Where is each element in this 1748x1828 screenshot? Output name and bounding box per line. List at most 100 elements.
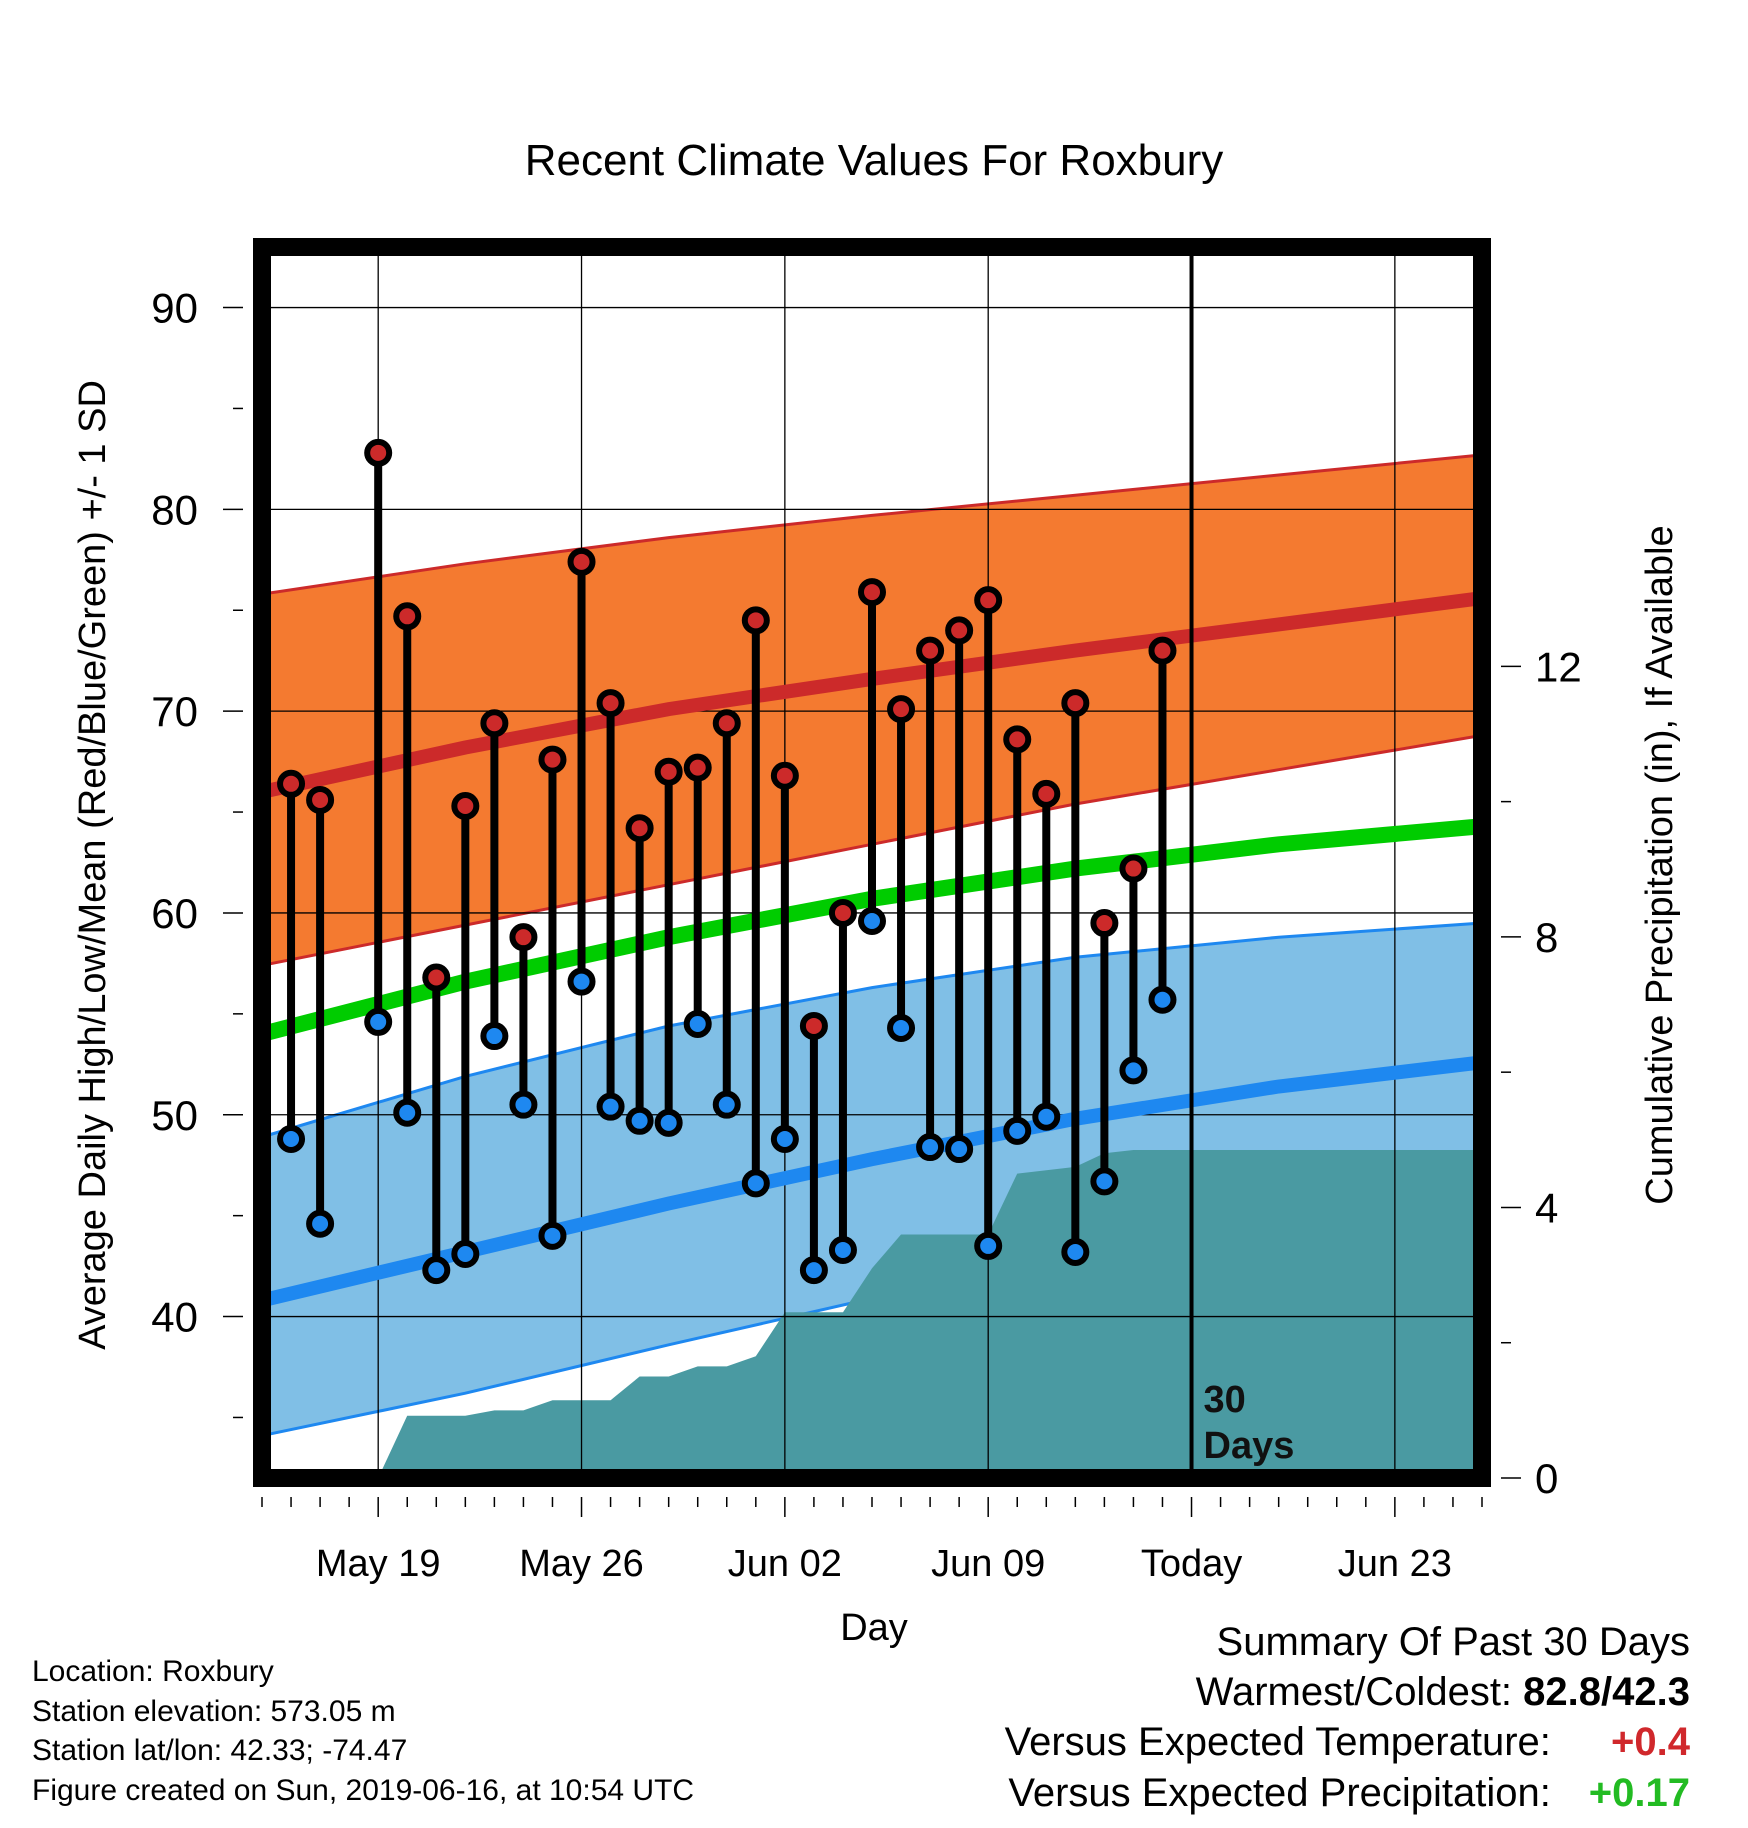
observed-low-point — [1032, 1102, 1061, 1131]
summary-temperature: Versus Expected Temperature: +0.4 — [1005, 1720, 1690, 1765]
observed-low-point — [799, 1256, 828, 1285]
observed-low-point — [364, 1007, 393, 1036]
observed-high-point — [1090, 909, 1119, 938]
x-tick-label: Jun 23 — [1338, 1543, 1452, 1585]
observed-high-point — [712, 709, 741, 738]
observed-high-point — [393, 602, 422, 631]
observed-high-point — [945, 616, 974, 645]
observed-low-point — [393, 1098, 422, 1127]
observed-low-point — [1061, 1237, 1090, 1266]
today-label-days-count: 30 — [1204, 1379, 1246, 1421]
observed-high-point — [654, 757, 683, 786]
observed-high-point — [538, 745, 567, 774]
y-tick-label: 90 — [151, 285, 198, 332]
observed-high-point — [451, 791, 480, 820]
x-tick-label: Jun 02 — [728, 1543, 842, 1585]
observed-low-point — [422, 1256, 451, 1285]
y-axis-label: Average Daily High/Low/Mean (Red/Blue/Gr… — [72, 380, 114, 1350]
observed-high-point — [770, 761, 799, 790]
y-tick-label: 60 — [151, 890, 198, 937]
y-tick-label: 70 — [151, 688, 198, 735]
today-label-days: Days — [1204, 1425, 1295, 1467]
y2-tick-label: 8 — [1535, 914, 1558, 961]
precip-deviation-label: Versus Expected Precipitation: — [1008, 1771, 1551, 1815]
summary-warm-cold: Warmest/Coldest: 82.8/42.3 — [1196, 1670, 1690, 1715]
station-latlon: Station lat/lon: 42.33; -74.47 — [32, 1734, 408, 1767]
observed-low-point — [828, 1235, 857, 1264]
x-axis-label: Day — [840, 1607, 908, 1649]
observed-low-point — [538, 1221, 567, 1250]
observed-low-point — [858, 907, 886, 936]
observed-high-point — [1148, 636, 1177, 665]
observed-low-point — [770, 1124, 799, 1153]
observed-high-point — [567, 547, 596, 576]
plot-frame — [253, 238, 1491, 1487]
figure-created: Figure created on Sun, 2019-06-16, at 10… — [32, 1774, 695, 1807]
y2-tick-label: 12 — [1535, 643, 1582, 690]
chart-title: Recent Climate Values For Roxbury — [525, 136, 1224, 185]
station-location: Location: Roxbury — [32, 1655, 274, 1688]
observed-low-point — [974, 1231, 1003, 1260]
station-elevation: Station elevation: 573.05 m — [32, 1695, 396, 1728]
observed-low-point — [596, 1092, 625, 1121]
x-tick-label: May 26 — [519, 1543, 644, 1585]
observed-low-point — [625, 1106, 654, 1135]
observed-low-point — [712, 1090, 741, 1119]
precip-deviation-value: +0.17 — [1588, 1771, 1690, 1815]
observed-high-point — [1119, 854, 1148, 883]
observed-low-point — [1090, 1167, 1119, 1196]
y-tick-label: 40 — [151, 1294, 198, 1341]
warm-cold-value: 82.8/42.3 — [1523, 1670, 1690, 1714]
observed-low-point — [1119, 1056, 1148, 1085]
x-tick-label: May 19 — [316, 1543, 441, 1585]
observed-high-point — [1003, 725, 1032, 754]
observed-high-point — [887, 695, 916, 724]
warm-cold-label: Warmest/Coldest: — [1195, 1670, 1513, 1714]
observed-high-point — [799, 1011, 828, 1040]
observed-low-point — [654, 1108, 683, 1137]
observed-high-point — [1032, 779, 1061, 808]
observed-high-point — [683, 753, 712, 782]
temp-deviation-value: +0.4 — [1611, 1720, 1690, 1764]
observed-high-point — [277, 769, 306, 798]
y-tick-label: 80 — [151, 486, 198, 533]
observed-low-point — [306, 1209, 335, 1238]
y2-tick-label: 0 — [1535, 1455, 1558, 1502]
observed-high-point — [974, 586, 1003, 615]
observed-low-point — [683, 1009, 712, 1038]
observed-high-point — [741, 606, 770, 635]
observed-low-point — [916, 1133, 945, 1162]
low-normal-band — [262, 921, 1482, 1438]
observed-high-point — [596, 689, 625, 718]
summary-title: Summary Of Past 30 Days — [1216, 1620, 1690, 1664]
observed-low-point — [277, 1124, 306, 1153]
x-tick-label: Today — [1141, 1543, 1242, 1585]
observed-high-point — [480, 709, 509, 738]
observed-high-point — [828, 898, 857, 927]
temp-deviation-label: Versus Expected Temperature: — [1004, 1720, 1551, 1764]
y2-axis-label: Cumulative Precipitation (in), If Availa… — [1639, 525, 1681, 1204]
observed-low-point — [887, 1013, 916, 1042]
y2-tick-label: 4 — [1535, 1184, 1558, 1231]
observed-low-point — [1148, 985, 1177, 1014]
precip-cumulative-area — [291, 1150, 1482, 1478]
summary-precipitation: Versus Expected Precipitation: +0.17 — [1008, 1771, 1690, 1816]
observed-low-point — [945, 1135, 974, 1164]
observed-low-point — [741, 1169, 770, 1198]
observed-high-point — [858, 578, 886, 607]
observed-low-point — [509, 1090, 538, 1119]
observed-low-point — [567, 967, 596, 996]
observed-high-point — [1061, 689, 1090, 718]
x-tick-label: Jun 09 — [931, 1543, 1045, 1585]
observed-high-point — [306, 785, 335, 814]
observed-low-point — [480, 1022, 509, 1051]
observed-high-point — [364, 438, 393, 467]
observed-low-point — [1003, 1116, 1032, 1145]
observed-high-point — [916, 636, 945, 665]
observed-low-point — [451, 1239, 480, 1268]
observed-high-point — [422, 963, 451, 992]
y-tick-label: 50 — [151, 1092, 198, 1139]
observed-high-point — [625, 814, 654, 843]
